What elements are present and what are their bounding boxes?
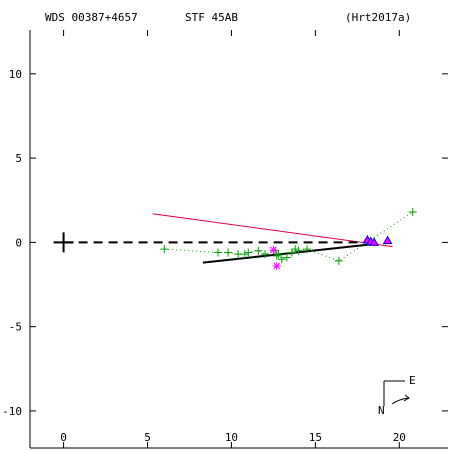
orbit-segment-line (152, 213, 393, 248)
x-tick-label: 5 (144, 431, 151, 444)
x-tick-label: 10 (225, 431, 238, 444)
observation-point (214, 248, 223, 257)
y-tick-label: 10 (9, 68, 22, 81)
orbit-ref-label: (Hrt2017a) (345, 11, 411, 24)
y-tick-label: -10 (2, 405, 22, 418)
fitted-orbit-arc (202, 243, 375, 264)
observation-point (254, 246, 263, 255)
observation-point (282, 253, 291, 262)
wds-id-label: WDS 00387+4657 (45, 11, 138, 24)
observation-point (334, 256, 343, 265)
observation-point (287, 248, 296, 257)
primary-star-marker (53, 232, 74, 253)
orbit-lines (63, 213, 393, 264)
speckle-point (272, 261, 281, 270)
compass-east-label: E (409, 374, 416, 387)
observation-point (160, 245, 169, 254)
recent-point (369, 237, 379, 246)
motion-arrowhead-icon (403, 394, 410, 402)
x-tick-label: 20 (393, 431, 406, 444)
primary-star-icon (53, 232, 74, 253)
observation-point (302, 245, 311, 254)
observation-point (274, 250, 283, 259)
observation-point (294, 246, 303, 255)
observation-point (408, 208, 417, 217)
observation-point (234, 250, 243, 259)
y-tick-label: 5 (15, 152, 22, 165)
observation-point (277, 255, 286, 264)
motion-arrow-icon (391, 397, 410, 405)
compass-north-label: N (378, 404, 385, 417)
observation-point (291, 245, 300, 254)
plot-frame (29, 30, 448, 449)
axis-ticks: 0 5 10 15 20 10 5 0 -5 -10 (2, 30, 448, 448)
compass: E N (378, 374, 416, 417)
recent-point (382, 235, 393, 245)
observation-point (261, 250, 270, 259)
observation-point (224, 248, 233, 257)
data-points (160, 208, 417, 270)
x-tick-label: 0 (60, 431, 67, 444)
observation-point (272, 251, 281, 260)
y-tick-label: 0 (15, 236, 22, 249)
speckle-point (269, 245, 278, 254)
observation-point (240, 250, 249, 259)
observation-point (244, 248, 253, 257)
x-tick-label: 15 (309, 431, 322, 444)
y-tick-label: -5 (9, 321, 22, 334)
disc-label: STF 45AB (185, 11, 238, 24)
